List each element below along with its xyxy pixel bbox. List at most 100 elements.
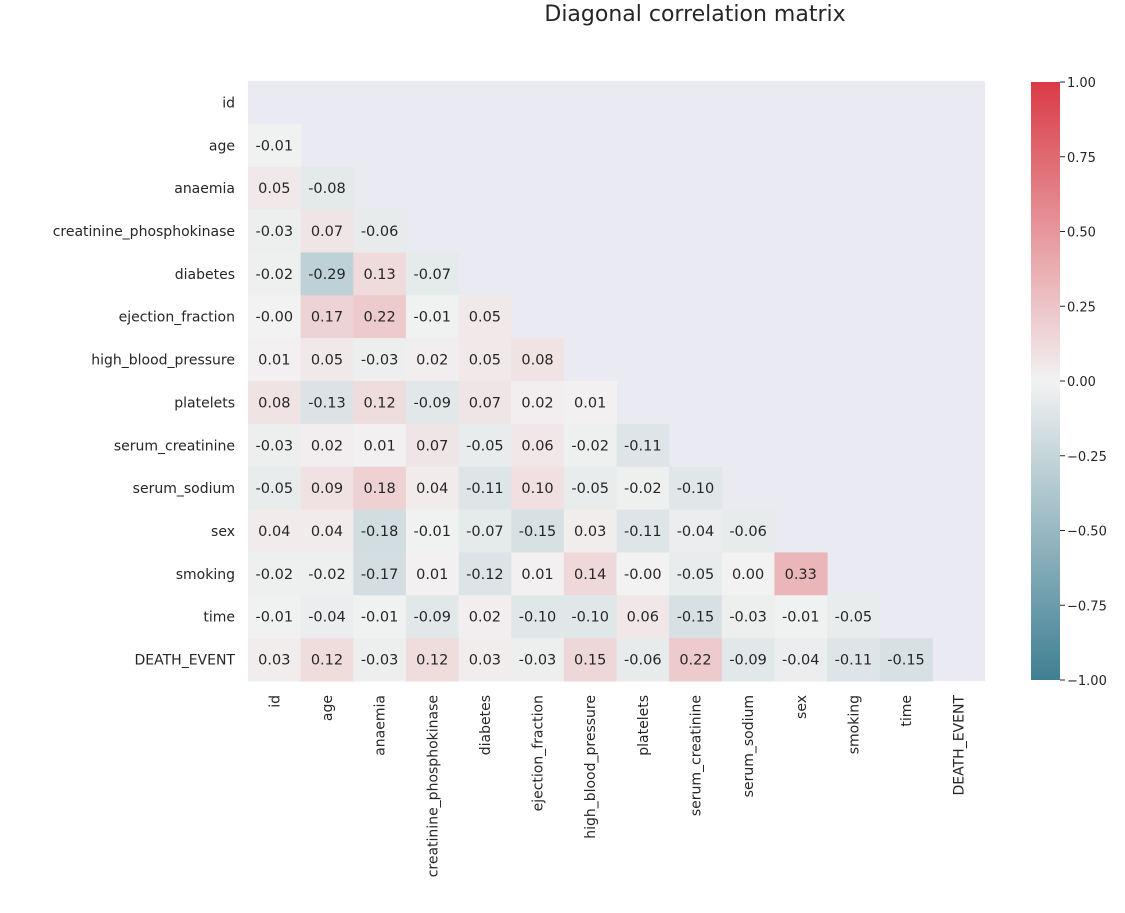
heatmap-cell — [405, 638, 460, 682]
cell-value-label: -0.05 — [571, 481, 609, 497]
cell-value-label: 0.01 — [416, 567, 448, 583]
cell-value-label: -0.01 — [413, 310, 451, 326]
heatmap-cell — [300, 595, 354, 639]
heatmap-cell — [774, 638, 828, 682]
heatmap-cell — [300, 552, 354, 596]
cell-value-label: -0.13 — [308, 395, 346, 411]
cell-value-label: -0.11 — [466, 481, 504, 497]
y-tick-label: serum_sodium — [133, 481, 235, 497]
x-tick-label: id — [267, 695, 283, 708]
cell-value-label: 0.05 — [258, 181, 290, 197]
heatmap-cell — [353, 423, 407, 468]
heatmap-cell — [721, 552, 775, 596]
heatmap-cell — [248, 509, 302, 553]
heatmap-cell — [300, 252, 354, 296]
cell-value-label: -0.00 — [624, 567, 662, 583]
cell-value-label: -0.09 — [729, 653, 767, 669]
cell-value-label: -0.05 — [466, 438, 504, 454]
colorbar-tick-label: 1.00 — [1067, 76, 1096, 91]
colorbar-tick-label: 0.50 — [1067, 226, 1096, 241]
heatmap-cell — [458, 338, 512, 382]
heatmap-cell — [616, 466, 670, 511]
cell-value-label: -0.10 — [677, 481, 715, 497]
y-tick-label: anaemia — [174, 181, 235, 197]
heatmap-cell — [511, 381, 565, 425]
x-tick-label: serum_creatinine — [688, 695, 704, 816]
x-tick-label: serum_sodium — [741, 695, 757, 797]
cell-value-label: 0.03 — [574, 524, 606, 540]
heatmap-cell — [248, 466, 302, 511]
cell-value-label: -0.10 — [519, 610, 557, 626]
cell-value-label: -0.07 — [413, 267, 451, 283]
x-tick-label: time — [899, 695, 915, 727]
cell-value-label: 0.04 — [311, 524, 343, 540]
cell-value-label: -0.05 — [677, 567, 715, 583]
heatmap-cell — [248, 252, 302, 296]
y-tick-label: id — [222, 95, 235, 111]
heatmap-cell — [458, 638, 512, 682]
heatmap-cell — [563, 381, 617, 425]
heatmap-cell — [563, 509, 617, 553]
heatmap-cell — [458, 552, 512, 596]
heatmap-cell — [405, 423, 460, 468]
heatmap-cell — [511, 509, 565, 553]
cell-value-label: 0.10 — [521, 481, 553, 497]
heatmap-cell — [248, 295, 302, 339]
cell-value-label: 0.02 — [416, 353, 448, 369]
heatmap-cell — [353, 466, 407, 511]
heatmap-cell — [511, 338, 565, 382]
heatmap-cell — [353, 209, 407, 253]
cell-value-label: -0.06 — [624, 653, 662, 669]
heatmap-cell — [405, 252, 460, 296]
heatmap-cell — [827, 595, 881, 639]
heatmap-cell — [248, 209, 302, 253]
heatmap-cell — [616, 595, 670, 639]
x-tick-label: smoking — [846, 695, 862, 754]
colorbar-tick-label: −0.50 — [1067, 525, 1107, 540]
heatmap-cell — [300, 338, 354, 382]
cell-value-label: 0.03 — [469, 653, 501, 669]
heatmap-cell — [669, 638, 723, 682]
heatmap-cell — [248, 595, 302, 639]
heatmap-cell — [300, 638, 354, 682]
cell-value-label: -0.02 — [256, 567, 294, 583]
x-tick-label: creatinine_phosphokinase — [425, 695, 441, 877]
heatmap-cell — [879, 638, 933, 682]
cell-value-label: -0.10 — [571, 610, 609, 626]
cell-value-label: 0.00 — [732, 567, 764, 583]
cell-value-label: -0.11 — [624, 524, 662, 540]
x-tick-label: platelets — [636, 695, 652, 756]
heatmap-cell — [353, 295, 407, 339]
cell-value-label: -0.09 — [413, 395, 451, 411]
y-tick-label: DEATH_EVENT — [135, 653, 236, 669]
heatmap-cell — [563, 595, 617, 639]
heatmap-cell — [405, 509, 460, 553]
heatmap-cell — [248, 552, 302, 596]
cell-value-label: 0.07 — [311, 224, 343, 240]
heatmap-cell — [300, 466, 354, 511]
cell-value-label: 0.07 — [416, 438, 448, 454]
heatmap-cell — [405, 552, 460, 596]
heatmap-cell — [827, 638, 881, 682]
cell-value-label: -0.03 — [519, 653, 557, 669]
cell-value-label: 0.08 — [258, 395, 290, 411]
heatmap-cell — [300, 166, 354, 211]
heatmap-cell — [353, 381, 407, 425]
heatmap-cell — [511, 638, 565, 682]
heatmap-cell — [616, 638, 670, 682]
cell-value-label: -0.01 — [256, 610, 294, 626]
cell-value-label: 0.03 — [258, 653, 290, 669]
heatmap-cell — [669, 466, 723, 511]
cell-value-label: 0.12 — [416, 653, 448, 669]
colorbar-tick-label: −0.25 — [1067, 450, 1107, 465]
cell-value-label: 0.12 — [311, 653, 343, 669]
y-tick-label: platelets — [174, 395, 235, 411]
cell-value-label: 0.02 — [521, 395, 553, 411]
cell-value-label: -0.03 — [256, 438, 294, 454]
heatmap-cell — [353, 509, 407, 553]
cell-value-label: -0.05 — [256, 481, 294, 497]
cell-value-label: 0.01 — [258, 353, 290, 369]
cell-value-label: -0.15 — [677, 610, 715, 626]
heatmap-cell — [458, 381, 512, 425]
cell-value-label: 0.06 — [627, 610, 659, 626]
